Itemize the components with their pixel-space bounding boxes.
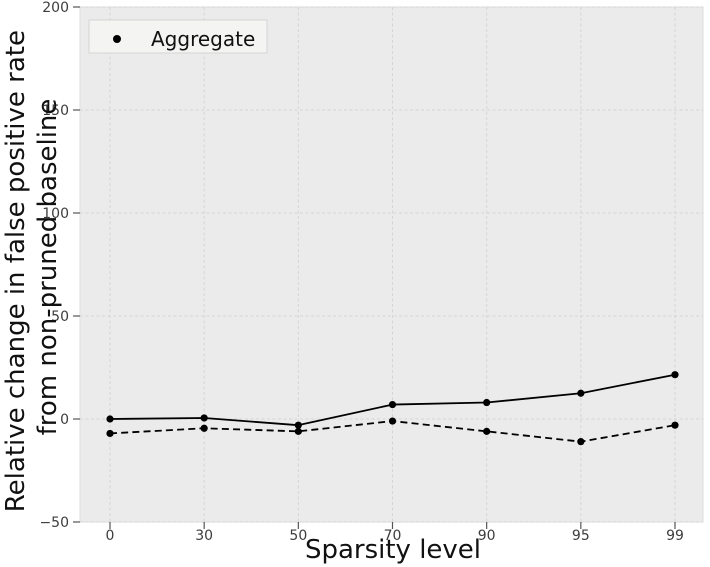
x-tick-label: 95 [572, 528, 590, 544]
data-point [671, 371, 679, 379]
data-point [294, 421, 302, 429]
y-tick-label: 0 [60, 412, 69, 428]
data-point [106, 415, 114, 423]
data-series [106, 371, 679, 446]
data-point [200, 414, 208, 422]
x-tick-label: 70 [384, 528, 402, 544]
y-axis-label-line2: from non-pruned baseline [33, 99, 63, 436]
legend: Aggregate [88, 19, 268, 54]
y-tick-label: 200 [42, 0, 69, 16]
y-axis-label-line1: Relative change in false positive rate [1, 30, 31, 512]
data-point [671, 421, 679, 429]
y-axis-label: Relative change in false positive rate f… [1, 22, 63, 512]
y-tick-label: 100 [42, 206, 69, 222]
axis-ticks [73, 6, 676, 529]
data-point [294, 427, 302, 435]
legend-box [88, 19, 268, 54]
data-point [388, 417, 397, 425]
x-tick-label: 50 [289, 528, 307, 544]
y-tick-label: −50 [39, 515, 69, 531]
data-point [577, 389, 585, 397]
data-point [388, 400, 397, 409]
plot-panel [79, 6, 704, 523]
data-point [106, 429, 114, 438]
data-point [483, 398, 491, 407]
axis-tick-labels: 200 150 100 50 0 −50 0 30 50 70 90 95 99 [39, 0, 683, 544]
x-tick-label: 0 [106, 528, 115, 544]
legend-label: Aggregate [151, 27, 255, 51]
y-tick-label: 50 [51, 309, 69, 325]
x-tick-label: 90 [478, 528, 496, 544]
x-tick-label: 99 [666, 528, 684, 544]
x-tick-label: 30 [195, 528, 213, 544]
y-tick-label: 150 [42, 103, 69, 119]
x-axis-label: Sparsity level [305, 535, 481, 565]
data-point [200, 424, 208, 432]
data-point [577, 438, 585, 446]
legend-dot-icon [113, 35, 121, 43]
data-point [483, 427, 491, 435]
